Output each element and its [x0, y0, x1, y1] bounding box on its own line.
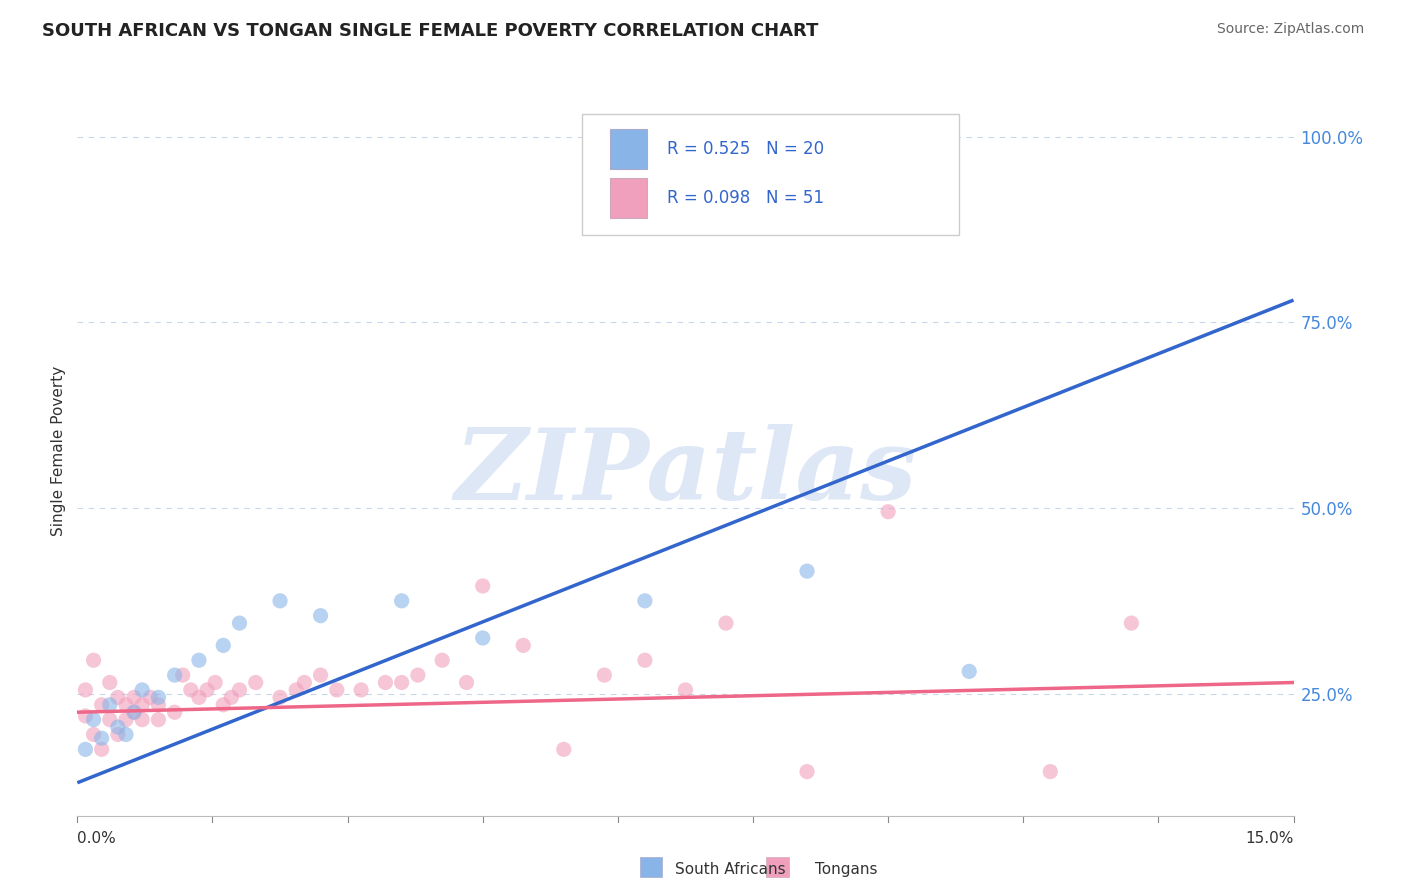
Point — [714, 616, 737, 631]
Point — [163, 705, 186, 719]
Point — [122, 705, 145, 719]
Point — [877, 505, 900, 519]
Point — [292, 675, 315, 690]
Point — [107, 720, 129, 734]
Point — [131, 698, 153, 712]
Point — [675, 682, 697, 697]
Bar — [640, 857, 662, 877]
Point — [98, 698, 121, 712]
Point — [195, 682, 218, 697]
Point — [1039, 764, 1062, 779]
Point — [90, 731, 112, 746]
Point — [326, 682, 349, 697]
Point — [391, 675, 413, 690]
Point — [228, 682, 250, 697]
Point — [471, 579, 494, 593]
Point — [285, 682, 308, 697]
Point — [553, 742, 575, 756]
Point — [188, 653, 211, 667]
Point — [115, 698, 138, 712]
Point — [83, 653, 105, 667]
Point — [188, 690, 211, 705]
Point — [309, 608, 332, 623]
Point — [350, 682, 373, 697]
Point — [456, 675, 478, 690]
Point — [131, 682, 153, 697]
Point — [269, 594, 291, 608]
Point — [593, 668, 616, 682]
Point — [269, 690, 291, 705]
Point — [107, 727, 129, 741]
Point — [115, 713, 138, 727]
Point — [471, 631, 494, 645]
Bar — [610, 178, 647, 218]
Point — [309, 668, 332, 682]
Text: 0.0%: 0.0% — [77, 831, 117, 847]
Point — [212, 639, 235, 653]
Point — [163, 668, 186, 682]
Point — [98, 675, 121, 690]
Point — [1121, 616, 1143, 631]
Point — [512, 639, 534, 653]
Text: R = 0.098   N = 51: R = 0.098 N = 51 — [668, 189, 824, 207]
Point — [148, 713, 170, 727]
Point — [204, 675, 226, 690]
Point — [83, 713, 105, 727]
Point — [122, 705, 145, 719]
Bar — [610, 128, 647, 169]
Point — [139, 690, 162, 705]
Point — [90, 698, 112, 712]
Point — [634, 653, 657, 667]
Point — [115, 727, 138, 741]
Text: SOUTH AFRICAN VS TONGAN SINGLE FEMALE POVERTY CORRELATION CHART: SOUTH AFRICAN VS TONGAN SINGLE FEMALE PO… — [42, 22, 818, 40]
Point — [212, 698, 235, 712]
Point — [180, 682, 202, 697]
Point — [391, 594, 413, 608]
Point — [90, 742, 112, 756]
Point — [432, 653, 454, 667]
Point — [406, 668, 429, 682]
Text: Source: ZipAtlas.com: Source: ZipAtlas.com — [1216, 22, 1364, 37]
Point — [796, 764, 818, 779]
Bar — [766, 857, 789, 877]
Text: 15.0%: 15.0% — [1246, 831, 1294, 847]
Point — [98, 713, 121, 727]
FancyBboxPatch shape — [582, 114, 959, 235]
Point — [796, 564, 818, 578]
Point — [221, 690, 243, 705]
Point — [131, 713, 153, 727]
Text: South Africans: South Africans — [675, 863, 786, 877]
Text: Tongans: Tongans — [815, 863, 877, 877]
Point — [148, 698, 170, 712]
Point — [83, 727, 105, 741]
Y-axis label: Single Female Poverty: Single Female Poverty — [51, 366, 66, 535]
Point — [228, 616, 250, 631]
Point — [245, 675, 267, 690]
Point — [148, 690, 170, 705]
Point — [122, 690, 145, 705]
Point — [75, 709, 97, 723]
Text: R = 0.525   N = 20: R = 0.525 N = 20 — [668, 140, 824, 158]
Point — [172, 668, 194, 682]
Point — [75, 742, 97, 756]
Point — [374, 675, 396, 690]
Text: ZIPatlas: ZIPatlas — [454, 425, 917, 521]
Point — [634, 594, 657, 608]
Point — [957, 665, 980, 679]
Point — [75, 682, 97, 697]
Point — [107, 690, 129, 705]
